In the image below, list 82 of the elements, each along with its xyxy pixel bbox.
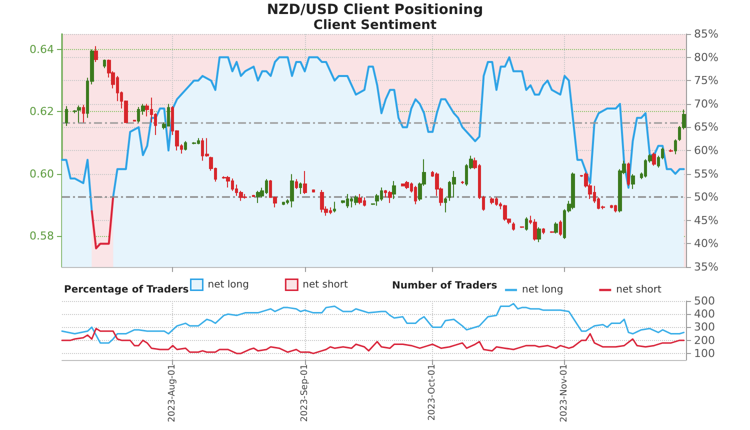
y2-tick-label: 300 bbox=[694, 320, 715, 334]
x-tick-label: 2023-Oct-01 bbox=[428, 364, 438, 421]
candlestick bbox=[674, 138, 677, 155]
candlestick bbox=[333, 201, 336, 213]
candlestick bbox=[312, 188, 315, 193]
line-series bbox=[61, 328, 685, 354]
candlestick bbox=[405, 180, 409, 190]
candlestick bbox=[256, 190, 260, 204]
y2-tick-label: 45% bbox=[694, 214, 718, 227]
candlestick bbox=[537, 226, 541, 243]
y2-tick-label: 100 bbox=[694, 346, 715, 360]
candlestick bbox=[243, 193, 247, 200]
candlestick bbox=[414, 185, 417, 205]
y2-tick-label: 35% bbox=[694, 260, 718, 274]
legend-title: Number of Traders bbox=[392, 280, 498, 292]
x-tick-label: 2023-Sep-01 bbox=[300, 364, 310, 422]
candlestick bbox=[295, 178, 298, 190]
y2-tick-label: 400 bbox=[694, 308, 715, 321]
candlestick bbox=[525, 216, 528, 232]
candlestick bbox=[303, 170, 307, 194]
candlestick bbox=[652, 152, 656, 166]
y2-tick-label: 85% bbox=[694, 28, 718, 40]
candlestick bbox=[184, 140, 187, 151]
y-tick-label: 0.58 bbox=[30, 229, 54, 242]
legend-label: net long bbox=[522, 284, 564, 296]
candlestick bbox=[282, 201, 285, 206]
y2-tick-label: 60% bbox=[694, 144, 718, 157]
candlestick bbox=[461, 180, 464, 185]
candlestick bbox=[354, 195, 358, 206]
legend-label: net short bbox=[302, 279, 348, 290]
candlestick bbox=[205, 138, 209, 158]
candlestick bbox=[192, 142, 196, 145]
candlestick bbox=[533, 218, 537, 242]
candlestick bbox=[77, 104, 81, 124]
line-series bbox=[61, 302, 685, 344]
y2-tick-label: 70% bbox=[694, 97, 718, 110]
chart-subtitle: Client Sentiment bbox=[313, 18, 437, 33]
candlestick bbox=[444, 196, 447, 213]
candlestick bbox=[320, 189, 324, 213]
y2-tick-label: 55% bbox=[694, 167, 718, 180]
candlestick bbox=[94, 46, 98, 62]
candlestick bbox=[559, 220, 562, 236]
candlestick bbox=[226, 175, 230, 188]
candlestick bbox=[512, 222, 515, 232]
candlestick bbox=[542, 228, 545, 235]
legend-label: net short bbox=[616, 284, 662, 296]
candlestick bbox=[571, 172, 575, 210]
candlestick bbox=[452, 170, 456, 198]
candlestick bbox=[627, 162, 630, 186]
candlestick bbox=[490, 196, 494, 205]
candlestick bbox=[610, 204, 613, 209]
y2-tick-label: 80% bbox=[694, 50, 718, 64]
candlestick bbox=[290, 174, 294, 208]
y2-tick-label: 75% bbox=[694, 74, 718, 88]
candlestick bbox=[358, 193, 362, 205]
candlestick bbox=[669, 148, 673, 153]
y2-tick-label: 40% bbox=[694, 237, 718, 250]
legend-title: Percentage of Traders bbox=[64, 284, 189, 296]
candlestick bbox=[554, 222, 558, 234]
candlestick bbox=[299, 182, 302, 194]
candlestick bbox=[65, 106, 68, 126]
candlestick bbox=[401, 184, 405, 186]
candlestick bbox=[550, 230, 554, 234]
candlestick bbox=[614, 204, 617, 213]
y-tick-label: 0.62 bbox=[30, 105, 54, 118]
candlestick bbox=[631, 174, 635, 190]
y2-tick-label: 200 bbox=[694, 334, 715, 347]
x-tick-label: 2023-Nov-01 bbox=[560, 364, 570, 422]
candlestick bbox=[392, 180, 396, 200]
y2-tick-label: 50% bbox=[694, 190, 718, 204]
chart-title: NZD/USD Client Positioning bbox=[266, 2, 484, 18]
y2-tick-label: 500 bbox=[694, 294, 715, 308]
y2-tick-label: 65% bbox=[694, 120, 718, 134]
candlestick bbox=[252, 194, 255, 198]
x-tick-label: 2023-Aug-01 bbox=[168, 364, 178, 422]
candlestick bbox=[82, 104, 85, 124]
candlestick bbox=[103, 58, 106, 69]
candlestick bbox=[503, 204, 507, 222]
y-tick-label: 0.64 bbox=[30, 43, 54, 56]
candlestick bbox=[388, 190, 392, 204]
legend-label: net long bbox=[208, 279, 249, 290]
y-tick-label: 0.60 bbox=[30, 167, 54, 180]
